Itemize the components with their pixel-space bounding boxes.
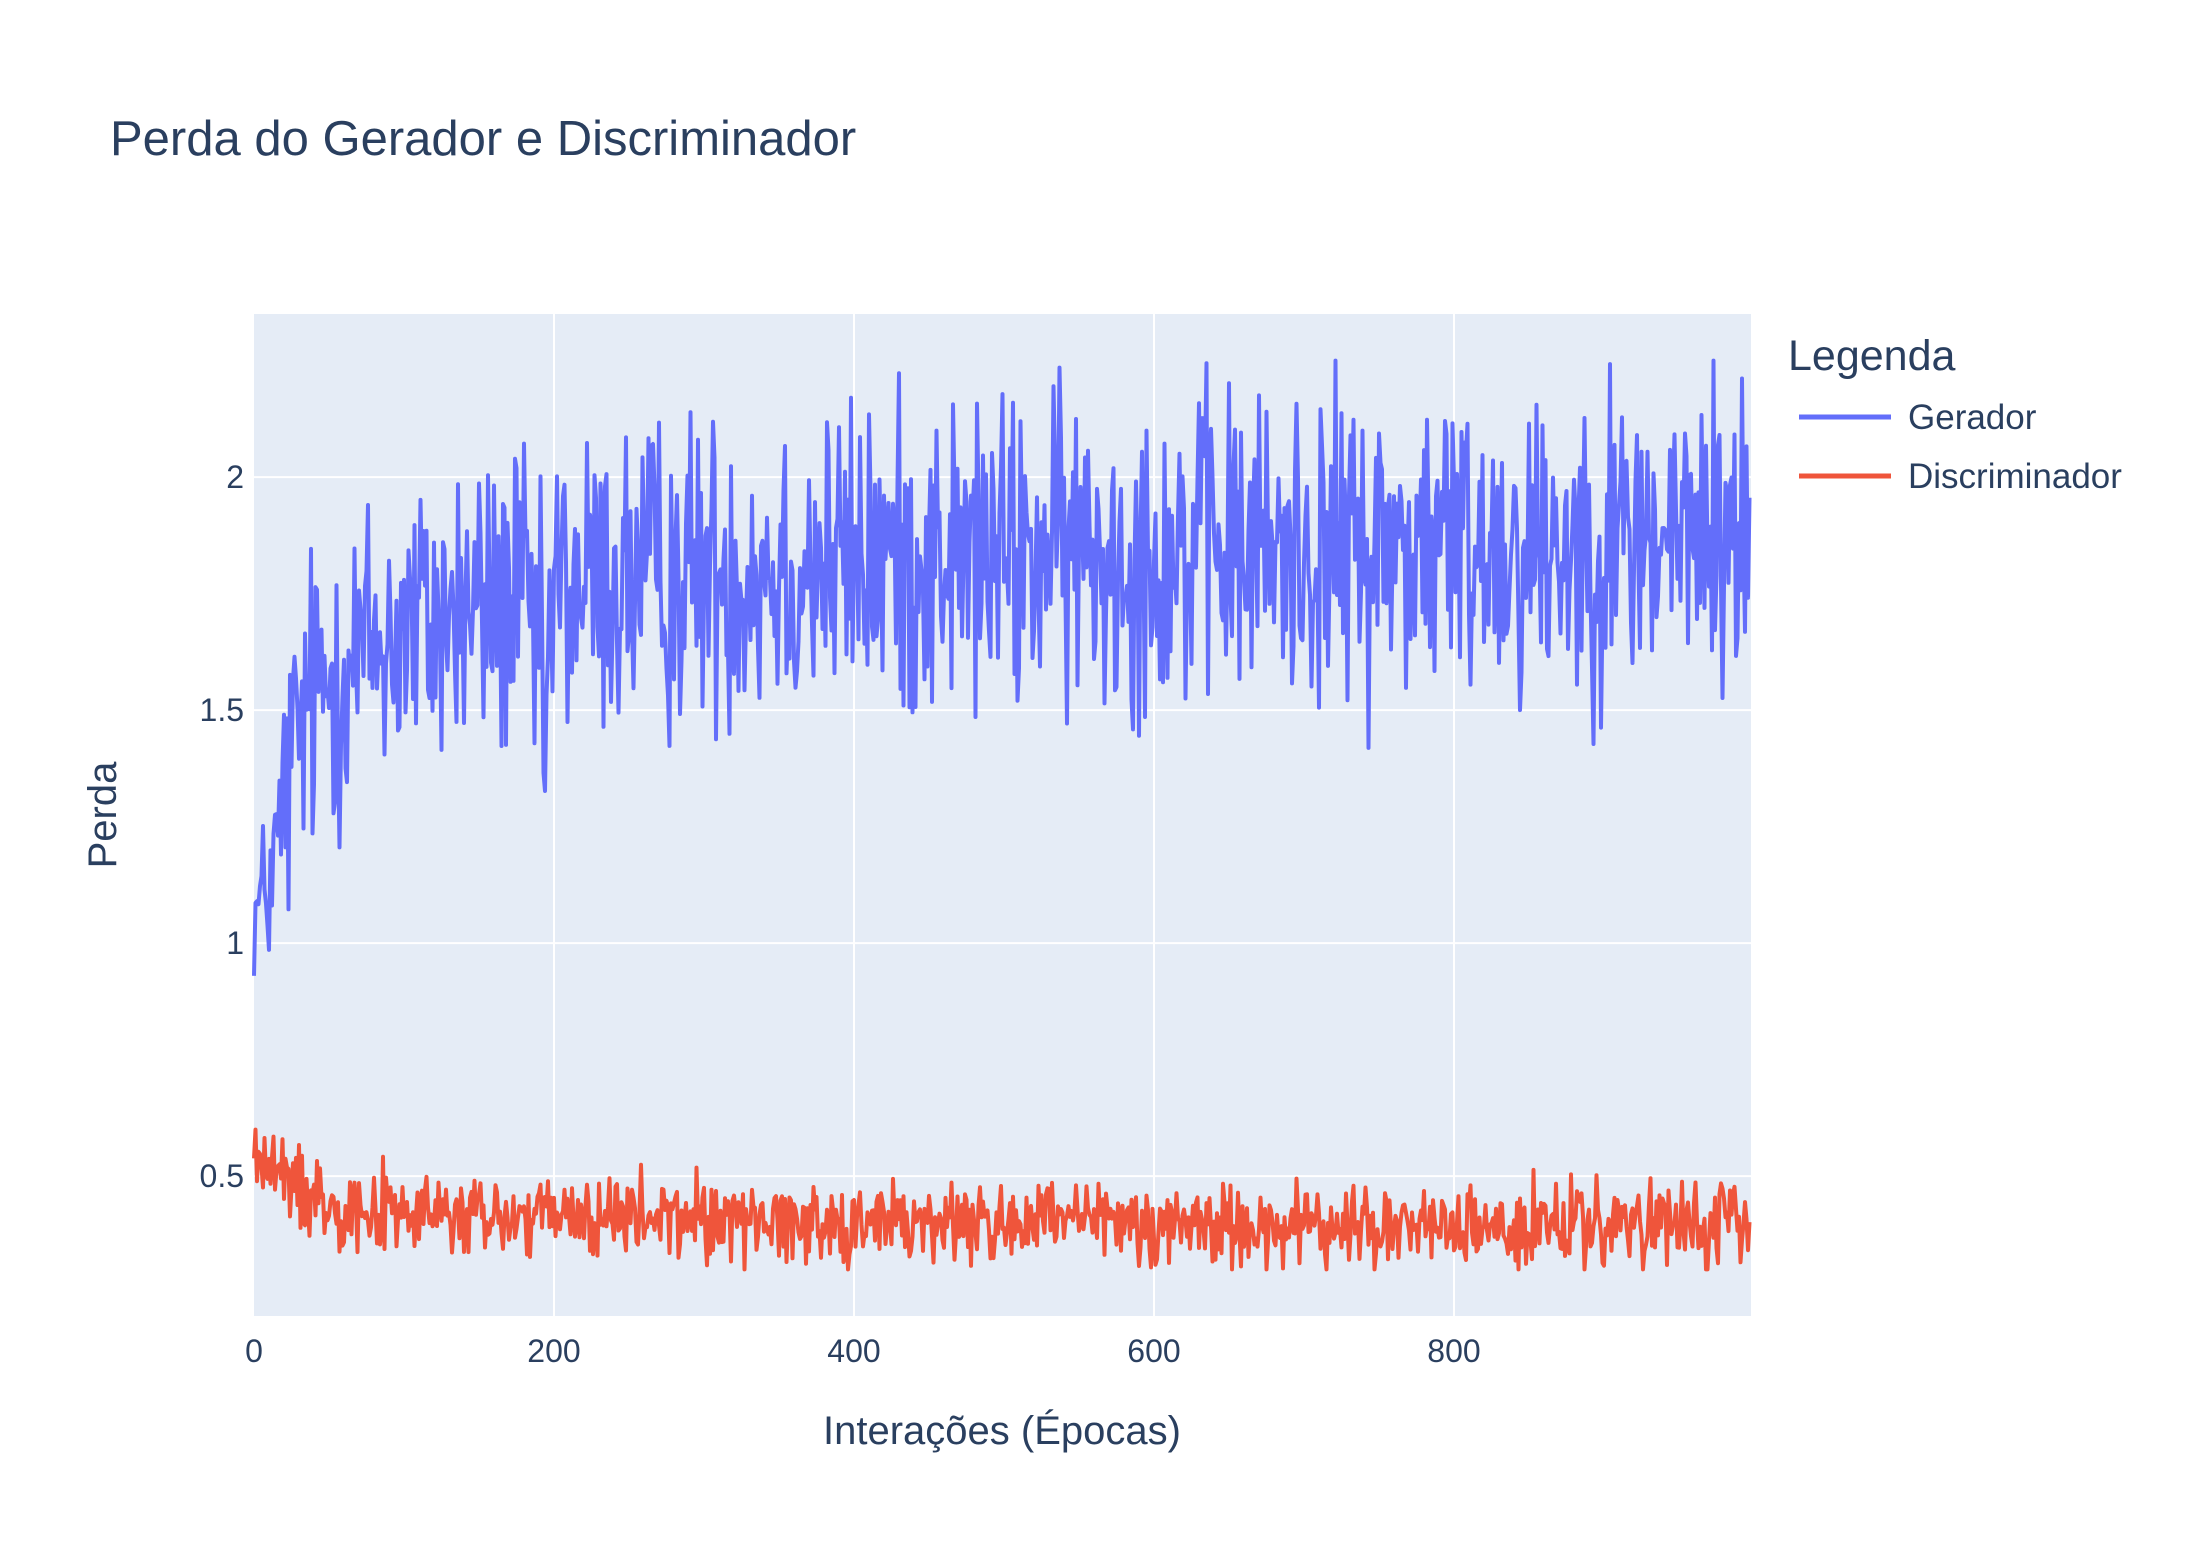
x-tick-label: 600: [1127, 1333, 1180, 1369]
y-tick-label: 0.5: [200, 1158, 244, 1194]
y-axis-title: Perda: [81, 761, 125, 868]
y-tick-label: 2: [226, 459, 244, 495]
x-tick-label: 200: [527, 1333, 580, 1369]
legend[interactable]: Legenda Gerador Discriminador: [1788, 332, 2122, 496]
x-tick-label: 800: [1427, 1333, 1480, 1369]
axis-ticks: 0 200 400 600 800 0.5 1 1.5 2: [200, 459, 1481, 1369]
series-line-gerador: [252, 358, 1752, 976]
legend-item-discriminador[interactable]: Discriminador: [1799, 457, 2122, 496]
legend-label: Discriminador: [1908, 457, 2122, 496]
y-tick-label: 1: [226, 925, 244, 961]
series-layer: [252, 358, 1752, 1272]
legend-title: Legenda: [1788, 332, 1955, 380]
legend-item-gerador[interactable]: Gerador: [1799, 398, 2037, 437]
chart-title: Perda do Gerador e Discriminador: [110, 112, 856, 166]
legend-label: Gerador: [1908, 398, 2037, 437]
series-line-discriminador: [252, 1127, 1752, 1272]
y-tick-label: 1.5: [200, 692, 244, 728]
x-tick-label: 0: [245, 1333, 263, 1369]
x-axis-title: Interações (Épocas): [823, 1408, 1181, 1453]
x-tick-label: 400: [827, 1333, 880, 1369]
